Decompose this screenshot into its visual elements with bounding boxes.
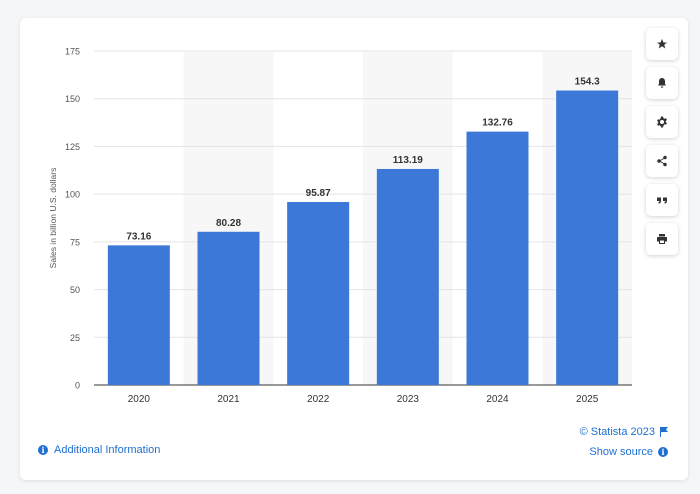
data-label: 80.28 — [216, 218, 241, 229]
notification-button[interactable] — [646, 67, 678, 99]
data-label: 95.87 — [306, 188, 331, 199]
y-tick-label: 75 — [70, 237, 80, 247]
bar — [107, 245, 170, 385]
x-tick-label: 2023 — [397, 394, 420, 405]
bar — [287, 202, 350, 385]
x-tick-label: 2025 — [576, 394, 599, 405]
y-tick-label: 125 — [65, 142, 80, 152]
data-label: 154.3 — [575, 77, 600, 88]
x-tick-label: 2022 — [307, 394, 330, 405]
settings-button[interactable] — [646, 106, 678, 138]
show-source-label: Show source — [589, 446, 653, 458]
gear-icon — [657, 116, 667, 128]
show-source-link[interactable]: Show source i — [589, 446, 668, 458]
cite-button[interactable] — [646, 184, 678, 216]
print-icon — [657, 234, 667, 244]
data-label: 132.76 — [482, 118, 513, 129]
x-tick-label: 2024 — [486, 394, 509, 405]
share-icon — [657, 155, 667, 167]
bell-icon — [658, 78, 666, 88]
additional-information-link[interactable]: i Additional Information — [38, 444, 160, 456]
bar — [197, 231, 260, 385]
chart-card: 0 25 50 75 100 125 150 175 Sales in billion U.S.… — [20, 18, 688, 480]
y-tick-label: 50 — [70, 285, 80, 295]
favorite-button[interactable] — [646, 28, 678, 60]
bar — [376, 168, 439, 385]
info-icon: i — [38, 445, 48, 455]
share-button[interactable] — [646, 145, 678, 177]
x-tick-label: 2020 — [128, 394, 151, 405]
bar — [466, 131, 529, 385]
star-icon — [657, 39, 667, 49]
additional-information-label: Additional Information — [54, 444, 161, 456]
y-tick-label: 0 — [75, 381, 80, 391]
data-label: 73.16 — [126, 231, 151, 242]
y-tick-label: 25 — [70, 333, 80, 343]
y-tick-label: 150 — [65, 94, 80, 104]
print-button[interactable] — [646, 223, 678, 255]
quote-icon — [657, 197, 667, 204]
x-tick-label: 2021 — [217, 394, 240, 405]
data-label: 113.19 — [393, 155, 423, 166]
copyright-note[interactable]: © Statista 2023 — [580, 426, 668, 438]
y-tick-label: 100 — [65, 190, 80, 200]
bar-chart: 0 25 50 75 100 125 150 175 Sales in billion U.S.… — [48, 47, 632, 405]
chart-toolbar — [646, 28, 678, 255]
info-icon: i — [658, 447, 668, 457]
y-tick-label: 175 — [65, 47, 80, 57]
bar — [556, 90, 619, 385]
y-axis-label: Sales in billion U.S. dollars — [48, 168, 58, 269]
flag-icon — [660, 427, 668, 437]
copyright-label: © Statista 2023 — [579, 426, 655, 438]
